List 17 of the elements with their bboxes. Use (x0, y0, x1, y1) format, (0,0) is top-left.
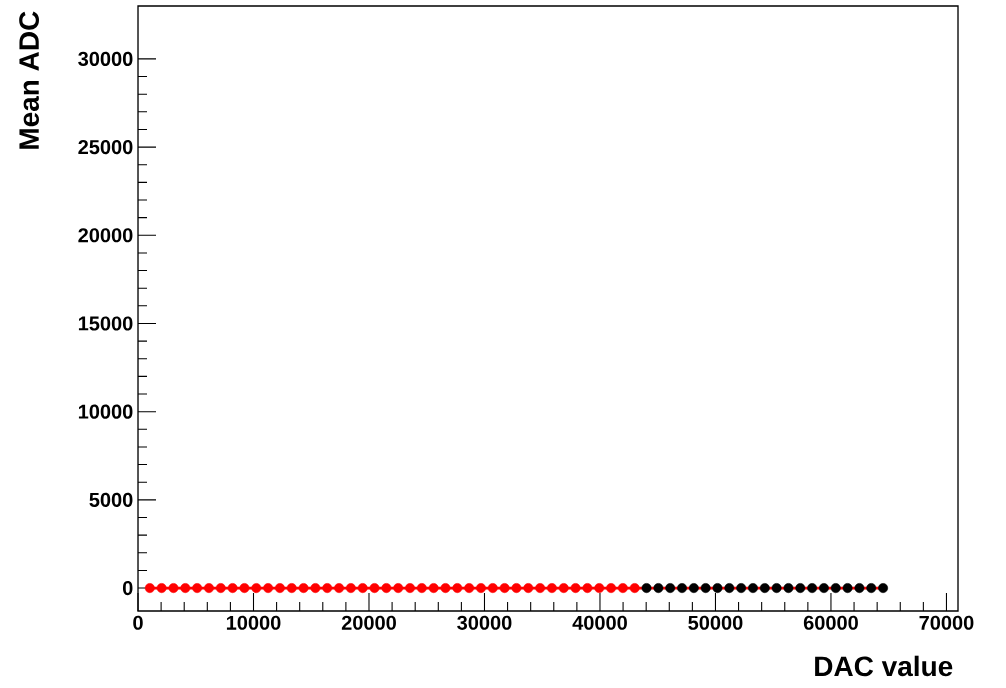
y-tick-label: 25000 (78, 140, 133, 155)
x-tick-label: 10000 (226, 615, 281, 630)
y-tick-label: 15000 (78, 316, 133, 331)
x-tick-label: 70000 (919, 615, 974, 630)
x-tick-label: 60000 (803, 615, 858, 630)
y-tick-label: 30000 (78, 51, 133, 66)
y-axis-title: Mean ADC (19, 11, 39, 149)
x-tick-label: 0 (133, 615, 143, 630)
y-tick-label: 5000 (89, 492, 133, 507)
x-tick-label: 50000 (688, 615, 743, 630)
y-tick-label: 0 (122, 580, 133, 596)
x-tick-label: 30000 (457, 615, 512, 630)
y-tick-label: 10000 (78, 404, 133, 419)
x-tick-label: 40000 (572, 615, 627, 630)
x-tick-label: 20000 (341, 615, 396, 630)
y-tick-label: 20000 (78, 228, 133, 243)
x-axis-title: DAC value (815, 655, 953, 677)
